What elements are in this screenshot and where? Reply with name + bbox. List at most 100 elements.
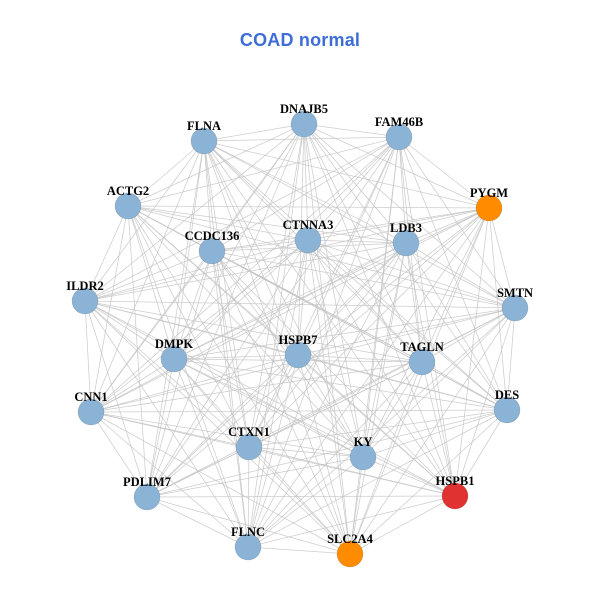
graph-edge xyxy=(247,354,299,548)
graph-edge xyxy=(303,123,309,241)
graph-edge xyxy=(146,354,299,498)
graph-edge xyxy=(303,123,423,363)
graph-edge xyxy=(173,207,490,360)
graph-node-label-hspb7: HSPB7 xyxy=(279,333,318,347)
graph-edge xyxy=(303,123,516,309)
graph-edge xyxy=(303,123,400,138)
edges-layer xyxy=(84,123,516,555)
graph-edge xyxy=(84,242,407,302)
graph-edge xyxy=(84,250,213,302)
graph-edge xyxy=(127,205,407,244)
graph-edge xyxy=(146,136,400,498)
graph-edge xyxy=(146,496,249,548)
graph-node-cnn1 xyxy=(77,398,105,426)
graph-edge xyxy=(84,205,129,302)
graph-edge xyxy=(362,207,490,458)
graph-edge xyxy=(362,307,516,458)
graph-edge xyxy=(405,242,423,363)
graph-edge xyxy=(90,136,400,413)
graph-node-flnc xyxy=(234,533,262,561)
graph-node-label-ccdc136: CCDC136 xyxy=(185,229,240,243)
graph-node-flna xyxy=(190,127,218,155)
graph-edge xyxy=(146,207,490,498)
graph-edge xyxy=(173,358,456,497)
graph-edge xyxy=(454,307,516,497)
graph-edge xyxy=(173,358,364,458)
graph-edge xyxy=(349,207,490,555)
graph-node-ky xyxy=(349,443,377,471)
graph-edge xyxy=(90,358,175,413)
graph-node-label-tagln: TAGLN xyxy=(400,340,444,354)
graph-node-label-smtn: SMTN xyxy=(497,286,533,300)
graph-node-pygm xyxy=(475,194,503,222)
graph-node-label-ldb3: LDB3 xyxy=(390,221,422,235)
graph-edge xyxy=(90,411,364,458)
graph-edge xyxy=(307,136,400,241)
graph-edge xyxy=(211,136,400,252)
graph-edge xyxy=(398,136,407,244)
graph-edge xyxy=(307,239,407,244)
graph-edge xyxy=(173,358,508,411)
graph-node-fam46b xyxy=(385,123,413,151)
graph-edge xyxy=(297,136,400,356)
graph-edge xyxy=(146,446,250,498)
graph-edge xyxy=(84,300,148,498)
graph-edge xyxy=(84,136,400,302)
graph-node-actg2 xyxy=(114,192,142,220)
graph-edge xyxy=(211,250,456,497)
graph-edge xyxy=(173,239,309,360)
graph-edge xyxy=(247,456,364,548)
graph-edge xyxy=(211,207,490,252)
graph-edge xyxy=(84,300,456,497)
graph-edge xyxy=(248,136,400,448)
graph-node-label-ky: KY xyxy=(354,435,373,449)
graph-edge xyxy=(127,205,309,241)
graph-edge xyxy=(247,136,400,548)
graph-edge xyxy=(146,140,205,498)
labels-layer: DNAJB5 FLNA FAM46B ACTG2 PYGM CCDC136 CTNNA3 LD… xyxy=(66,102,533,546)
graph-edge xyxy=(248,446,456,497)
graph-edge xyxy=(405,242,516,309)
graph-edge xyxy=(84,300,92,413)
graph-edge xyxy=(203,140,490,209)
graph-edge xyxy=(90,409,508,413)
graph-edge xyxy=(90,411,456,497)
graph-edge xyxy=(203,140,299,356)
graph-edge xyxy=(307,239,423,363)
graph-edge xyxy=(203,140,250,448)
graph-node-label-pygm: PYGM xyxy=(470,186,508,200)
graph-node-tagln xyxy=(408,348,436,376)
graph-edge xyxy=(84,207,490,302)
graph-edge xyxy=(146,496,351,555)
graph-node-label-flna: FLNA xyxy=(187,119,221,133)
graph-edge xyxy=(488,207,516,309)
graph-node-dnajb5 xyxy=(290,110,318,138)
graph-edge xyxy=(307,239,364,458)
graph-node-label-ctnna3: CTNNA3 xyxy=(283,218,334,232)
graph-edge xyxy=(307,239,508,411)
graph-edge xyxy=(405,207,490,244)
graph-edge xyxy=(247,242,407,548)
graph-edge xyxy=(146,456,364,498)
graph-edge xyxy=(173,358,249,548)
graph-edge xyxy=(127,136,400,207)
graph-edge xyxy=(349,495,456,555)
graph-edge xyxy=(173,358,351,555)
graph-edge xyxy=(297,354,456,497)
graph-edge xyxy=(349,456,364,555)
graph-edge xyxy=(90,207,490,413)
graph-edge xyxy=(127,205,516,309)
graph-edge xyxy=(297,354,364,458)
graph-edge xyxy=(211,239,309,252)
graph-node-label-des: DES xyxy=(495,388,519,402)
graph-edge xyxy=(127,140,205,207)
graph-node-label-pdlim7: PDLIM7 xyxy=(123,475,171,489)
graph-edge xyxy=(203,136,400,142)
graph-node-des xyxy=(493,396,521,424)
graph-edge xyxy=(211,250,299,356)
graph-node-label-cnn1: CNN1 xyxy=(74,390,107,404)
graph-edge xyxy=(421,361,508,411)
graph-edge xyxy=(127,205,250,448)
graph-edge xyxy=(362,409,508,458)
graph-edge xyxy=(398,136,508,411)
